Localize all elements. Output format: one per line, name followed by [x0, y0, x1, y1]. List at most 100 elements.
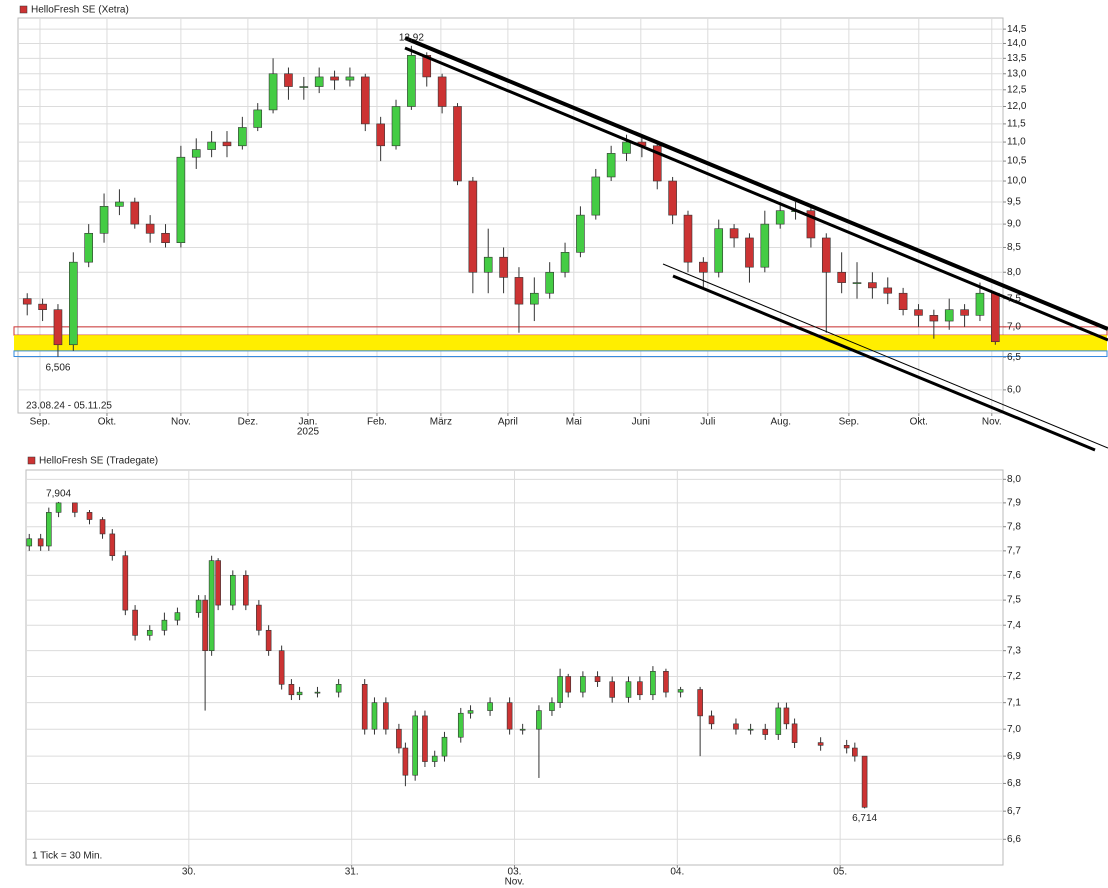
candle-body	[265, 629, 272, 651]
candle-body	[622, 141, 631, 154]
y-tick-label: 8,0	[1007, 474, 1021, 485]
candle-body	[560, 252, 570, 273]
x-tick-label: Juni	[632, 417, 650, 428]
candle-body	[868, 282, 877, 289]
y-tick-label: 6,9	[1007, 751, 1021, 762]
candle-body	[852, 282, 862, 284]
y-tick-label: 10,5	[1007, 156, 1027, 167]
candle-body	[26, 538, 33, 547]
candle-body	[37, 538, 44, 547]
trend-line	[662, 263, 1108, 449]
footnote: 23.08.24 - 05.11.25	[26, 401, 112, 412]
y-tick-label: 11,0	[1007, 137, 1026, 148]
candle-body	[775, 210, 785, 225]
x-sublabel: 2025	[297, 427, 320, 438]
y-tick-label: 10,0	[1007, 176, 1027, 187]
candle-body	[45, 512, 52, 547]
y-tick-label: 14,0	[1007, 38, 1027, 49]
candle-body	[278, 650, 285, 685]
trend-lines	[404, 36, 1108, 452]
candle-body	[519, 728, 526, 731]
chart-title: HelloFresh SE (Xetra)	[31, 5, 129, 16]
candle-body	[549, 702, 555, 711]
y-tick-label: 7,6	[1007, 570, 1021, 581]
x-tick-label: Mai	[566, 417, 582, 428]
candle-body	[457, 712, 464, 738]
candle-body	[843, 745, 850, 749]
candle-body	[109, 533, 116, 557]
candle-body	[176, 156, 186, 243]
candle-body	[55, 502, 62, 513]
candle-body	[84, 232, 93, 263]
candle-body	[609, 681, 616, 698]
candle-body	[991, 292, 1000, 343]
x-tick-label: Jan.	[299, 417, 318, 428]
candle-body	[652, 145, 662, 182]
candle-body	[650, 670, 656, 696]
candle-body	[499, 256, 508, 278]
candle-body	[402, 747, 409, 776]
y-tick-label: 7,9	[1007, 498, 1021, 509]
candle-body	[637, 681, 643, 696]
mark-layer	[22, 45, 1000, 809]
candle-body	[775, 707, 782, 735]
candle-body	[376, 123, 385, 147]
x-tick-label: 04.	[670, 867, 684, 878]
candle-body	[729, 228, 739, 239]
candle-body	[130, 201, 140, 225]
y-tick-label: 9,0	[1007, 219, 1021, 230]
x-tick-label: Okt.	[98, 417, 116, 428]
candle-body	[345, 76, 355, 81]
y-tick-label: 13,0	[1007, 68, 1027, 79]
x-tick-label: Dez.	[238, 417, 259, 428]
annotation: 6,506	[45, 362, 70, 373]
x-tick-label: Okt.	[910, 417, 928, 428]
y-tick-label: 8,5	[1007, 242, 1021, 253]
candle-body	[422, 715, 428, 762]
candle-body	[161, 232, 170, 243]
x-tick-label: 31.	[345, 867, 359, 878]
price-zone	[14, 335, 1107, 351]
chart-title: HelloFresh SE (Tradegate)	[39, 456, 158, 467]
candle-body	[975, 292, 985, 316]
annotation: 7,904	[46, 489, 71, 500]
candle-body	[791, 723, 798, 743]
candle-body	[299, 86, 309, 88]
candle-body	[821, 237, 831, 273]
candle-body	[677, 689, 684, 693]
candle-body	[146, 629, 153, 636]
candle-body	[594, 676, 601, 682]
price-zone	[13, 350, 1108, 358]
candle-body	[243, 575, 249, 606]
y-tick-label: 6,8	[1007, 778, 1021, 789]
candle-body	[191, 149, 201, 158]
candle-body	[371, 702, 378, 730]
candle-body	[565, 676, 572, 693]
candle-body	[335, 684, 342, 693]
candle-body	[396, 728, 402, 749]
trend-line	[404, 46, 1108, 342]
candle-body	[314, 691, 321, 694]
candle-body	[314, 76, 324, 87]
candle-body	[361, 684, 368, 730]
y-tick-label: 6,0	[1007, 385, 1021, 396]
candle-body	[591, 176, 601, 216]
candle-body	[407, 55, 416, 107]
candle-body	[683, 214, 693, 263]
candle-body	[929, 315, 939, 322]
candle-body	[663, 670, 669, 693]
candle-body	[207, 141, 216, 150]
x-tick-label: 05.	[833, 867, 847, 878]
x-tick-label: 03.	[508, 867, 522, 878]
candle-body	[238, 127, 247, 147]
candle-body	[195, 599, 202, 613]
candle-body	[38, 303, 47, 310]
candle-body	[944, 309, 954, 322]
candle-body	[86, 512, 93, 520]
y-tick-label: 8,0	[1007, 267, 1021, 278]
candle-body	[161, 619, 168, 631]
candle-body	[708, 715, 715, 725]
x-tick-label: Aug.	[771, 417, 792, 428]
candle-body	[22, 298, 32, 305]
front-layer: HelloFresh SE (Xetra) 14,5 14,0 13,5 13,0 12,…	[19, 5, 1027, 888]
